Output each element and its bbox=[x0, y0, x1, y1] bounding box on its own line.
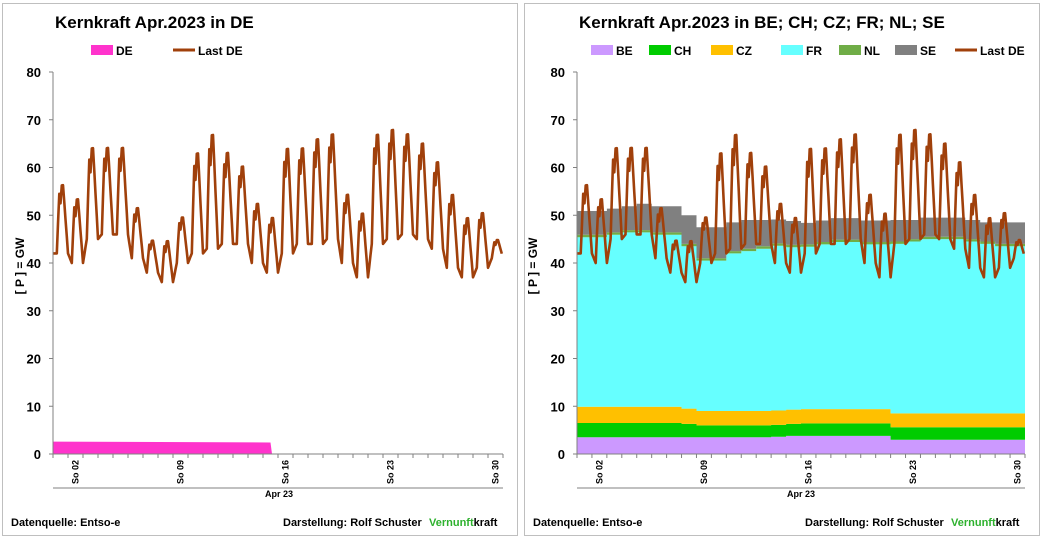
chart-svg-de: Kernkraft Apr.2023 in DE DE Last DE 0 10 20… bbox=[11, 13, 504, 529]
footer-source: Datenquelle: Entso-e bbox=[11, 517, 120, 529]
legend-swatch bbox=[91, 45, 113, 55]
plot-area bbox=[53, 128, 504, 454]
brand-black: kraft bbox=[474, 517, 498, 529]
area-nl bbox=[577, 230, 1025, 261]
y-tick-label: 10 bbox=[27, 399, 41, 414]
y-tick-label: 50 bbox=[551, 208, 565, 223]
legend-label: Last DE bbox=[198, 44, 243, 58]
x-tick-label: So 30 bbox=[1013, 460, 1023, 484]
y-axis: 0 10 20 30 40 50 60 70 80 bbox=[27, 65, 54, 462]
area-be bbox=[577, 435, 1025, 454]
y-tick-label: 30 bbox=[27, 304, 41, 319]
y-tick-label: 70 bbox=[551, 113, 565, 128]
legend-label: SE bbox=[920, 44, 936, 58]
legend-swatch bbox=[591, 45, 613, 55]
y-axis-label: [ P ] = GW bbox=[13, 237, 27, 294]
x-tick-label: So 16 bbox=[281, 460, 291, 484]
legend-swatch bbox=[781, 45, 803, 55]
legend-label: DE bbox=[116, 44, 133, 58]
brand-green: Vernunft bbox=[951, 517, 996, 529]
y-tick-label: 60 bbox=[27, 161, 41, 176]
area-fr bbox=[577, 232, 1025, 414]
footer-brand: Vernunftkraft bbox=[951, 517, 1020, 529]
x-tick-label: So 09 bbox=[699, 460, 709, 484]
y-tick-label: 30 bbox=[551, 304, 565, 319]
x-axis-label: Apr 23 bbox=[787, 489, 815, 499]
legend-label: FR bbox=[806, 44, 822, 58]
chart-title: Kernkraft Apr.2023 in DE bbox=[55, 13, 254, 32]
x-axis: So 02 So 09 So 16 So 23 So 30 bbox=[52, 453, 504, 489]
footer-source: Datenquelle: Entso-e bbox=[533, 517, 642, 529]
legend-label: NL bbox=[864, 44, 880, 58]
legend-label: BE bbox=[616, 44, 633, 58]
chart-panel-de: Kernkraft Apr.2023 in DE DE Last DE 0 10 20… bbox=[2, 3, 518, 536]
legend-label: CZ bbox=[736, 44, 752, 58]
chart-svg-neighbors: Kernkraft Apr.2023 in BE; CH; CZ; FR; NL… bbox=[526, 13, 1026, 529]
y-axis-label: [ P ] = GW bbox=[526, 237, 540, 294]
x-axis-label: Apr 23 bbox=[265, 489, 293, 499]
x-tick-label: So 23 bbox=[386, 460, 396, 484]
area-se bbox=[577, 203, 1025, 259]
footer-brand: Vernunftkraft bbox=[429, 517, 498, 529]
legend-swatch bbox=[839, 45, 861, 55]
legend-swatch bbox=[895, 45, 917, 55]
chart-title: Kernkraft Apr.2023 in BE; CH; CZ; FR; NL… bbox=[579, 13, 945, 32]
x-tick-label: So 02 bbox=[594, 460, 604, 484]
x-tick-label: So 09 bbox=[176, 460, 186, 484]
legend: DE Last DE bbox=[91, 44, 243, 58]
x-tick-label: So 16 bbox=[803, 460, 813, 484]
y-axis: 0 10 20 30 40 50 60 70 80 bbox=[551, 65, 578, 462]
x-tick-label: So 30 bbox=[491, 460, 501, 484]
area-cz bbox=[577, 406, 1025, 428]
area-ch bbox=[577, 423, 1025, 440]
chart-panel-neighbors: Kernkraft Apr.2023 in BE; CH; CZ; FR; NL… bbox=[524, 3, 1040, 536]
y-tick-label: 0 bbox=[558, 447, 565, 462]
y-tick-label: 70 bbox=[27, 113, 41, 128]
y-tick-label: 20 bbox=[27, 352, 41, 367]
legend-swatch bbox=[649, 45, 671, 55]
y-tick-label: 80 bbox=[27, 65, 41, 80]
brand-black: kraft bbox=[996, 517, 1020, 529]
y-tick-label: 60 bbox=[551, 161, 565, 176]
legend-swatch bbox=[711, 45, 733, 55]
brand-green: Vernunft bbox=[429, 517, 474, 529]
y-tick-label: 80 bbox=[551, 65, 565, 80]
line-last-de bbox=[53, 128, 504, 284]
footer-author: Darstellung: Rolf Schuster bbox=[283, 517, 422, 529]
y-tick-label: 50 bbox=[27, 208, 41, 223]
legend: BE CH CZ FR NL SE Last DE bbox=[591, 44, 1025, 58]
legend-label: Last DE bbox=[980, 44, 1025, 58]
y-tick-label: 0 bbox=[34, 447, 41, 462]
y-tick-label: 40 bbox=[551, 256, 565, 271]
y-tick-label: 20 bbox=[551, 352, 565, 367]
x-axis: So 02 So 09 So 16 So 23 So 30 bbox=[576, 453, 1026, 489]
x-tick-label: So 23 bbox=[908, 460, 918, 484]
area-de bbox=[53, 441, 272, 454]
legend-label: CH bbox=[674, 44, 691, 58]
x-tick-label: So 02 bbox=[71, 460, 81, 484]
footer-author: Darstellung: Rolf Schuster bbox=[805, 517, 944, 529]
y-tick-label: 40 bbox=[27, 256, 41, 271]
y-tick-label: 10 bbox=[551, 399, 565, 414]
plot-area bbox=[576, 128, 1026, 454]
line-last-de bbox=[576, 128, 1026, 284]
